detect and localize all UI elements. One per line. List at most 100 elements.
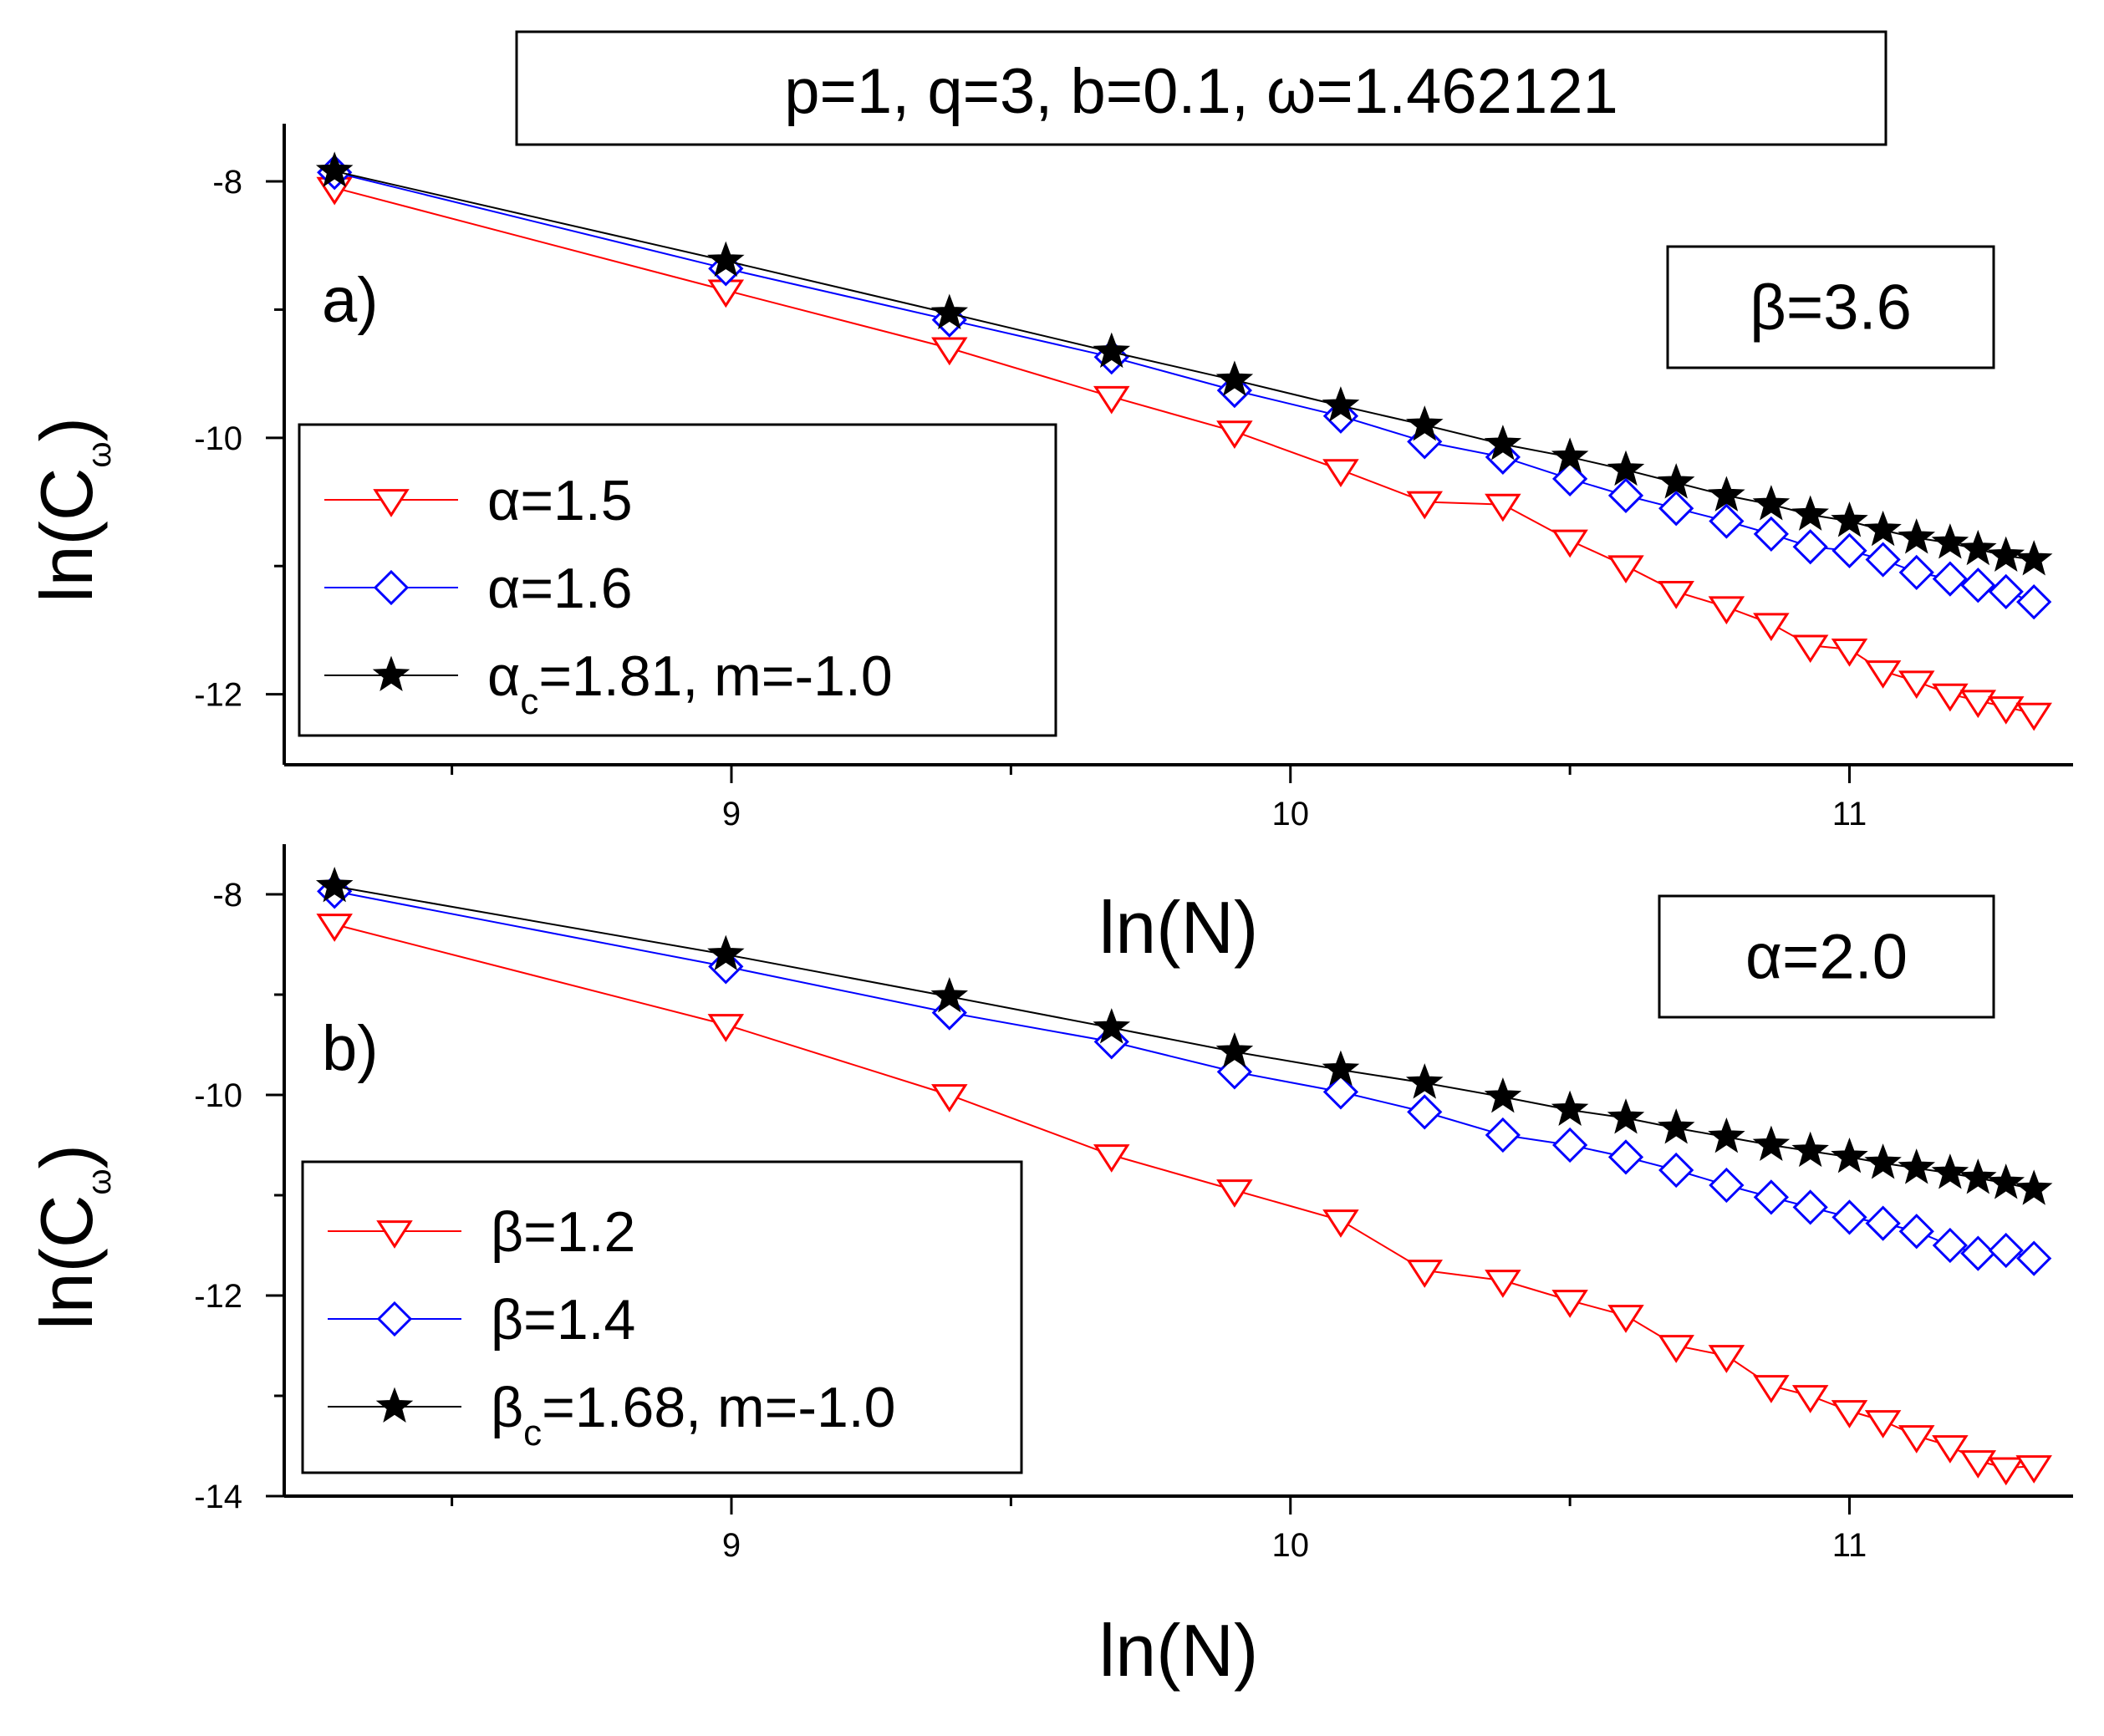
data-point <box>1898 518 1936 554</box>
data-point <box>1791 1131 1829 1168</box>
figure-title: p=1, q=3, b=0.1, ω=1.462121 <box>784 56 1618 127</box>
x-tick-label: 10 <box>1272 1527 1310 1564</box>
data-point <box>1864 1410 1902 1438</box>
parameter-box <box>1658 894 1995 1019</box>
data-point <box>707 934 745 970</box>
y-tick-label: -8 <box>212 877 242 914</box>
data-point <box>1960 568 1996 603</box>
data-point <box>1657 1108 1695 1144</box>
panel-label: a) <box>322 265 379 336</box>
legend-label-main: β=1.4 <box>491 1288 635 1352</box>
data-point <box>1753 613 1790 642</box>
legend-label: αc=1.81, m=-1.0 <box>487 644 893 722</box>
data-point <box>1864 510 1902 547</box>
data-point <box>1607 477 1644 513</box>
data-point <box>1792 529 1828 565</box>
data-point <box>1709 503 1745 539</box>
data-point <box>315 151 354 187</box>
data-point <box>2015 1455 2052 1484</box>
y-axis-title: ln(Cω) <box>25 417 118 603</box>
panel-b: 9 10 11 -8 -10 -12 -14 ln(N) ln(Cω) b) α=2.0 β=1.2 β… <box>25 844 2073 1692</box>
data-point <box>1792 1189 1828 1225</box>
data-point <box>1485 1117 1521 1153</box>
data-point <box>1709 1167 1745 1204</box>
x-axis-title: ln(N) <box>1099 886 1259 969</box>
data-point <box>1708 1117 1745 1153</box>
data-point <box>1405 1063 1444 1099</box>
legend-label: βc=1.68, m=-1.0 <box>491 1376 896 1453</box>
data-point <box>1864 660 1902 689</box>
data-point <box>1607 555 1644 584</box>
y-axis-title-subscript: ω <box>81 441 118 467</box>
y-axis-title-close: ) <box>25 1144 108 1168</box>
data-point <box>1322 459 1359 487</box>
data-point <box>1607 1139 1644 1175</box>
legend-label-main: α=1.6 <box>487 557 633 620</box>
legend-box <box>298 423 1057 737</box>
y-tick-label: -12 <box>194 677 242 714</box>
panel-label: b) <box>322 1013 379 1084</box>
x-axis-title: ln(N) <box>1099 1609 1259 1692</box>
data-point <box>1932 683 1969 712</box>
x-tick-label: 9 <box>722 1527 741 1564</box>
data-point <box>1485 1270 1521 1298</box>
data-point <box>1865 1205 1901 1241</box>
data-point <box>1753 1375 1790 1403</box>
data-point <box>1752 1125 1791 1161</box>
data-point <box>1753 516 1790 552</box>
data-point <box>1898 1425 1935 1453</box>
legend-swatch-marker <box>376 1301 413 1337</box>
data-point <box>2015 702 2052 731</box>
data-point <box>1831 532 1867 568</box>
data-point <box>1959 529 1997 566</box>
data-point <box>1987 1163 2025 1199</box>
data-point <box>2016 584 2052 620</box>
x-tick-label: 11 <box>1832 796 1867 832</box>
data-point <box>1658 1152 1694 1189</box>
data-point <box>1405 405 1444 441</box>
data-point <box>1898 1214 1934 1250</box>
data-point <box>1791 495 1829 531</box>
data-point <box>1898 554 1934 591</box>
data-point <box>1216 1179 1253 1208</box>
data-point <box>1607 1098 1645 1134</box>
data-point <box>1831 639 1868 667</box>
legend-label-main: β <box>491 1376 523 1439</box>
data-point <box>930 976 969 1013</box>
data-point <box>1791 1385 1829 1413</box>
x-tick-label: 9 <box>722 796 741 832</box>
parameter-box-label: β=3.6 <box>1750 272 1912 344</box>
figure-title-frame <box>515 30 1887 146</box>
legend-label-main: α <box>487 644 520 708</box>
y-axis-title-main: ln(C <box>25 468 108 603</box>
data-point <box>1988 1232 2024 1269</box>
data-point <box>1406 491 1444 520</box>
data-point <box>1215 360 1254 396</box>
data-point <box>1093 1144 1130 1173</box>
data-point <box>1322 1050 1360 1086</box>
data-point <box>1987 1457 2025 1486</box>
y-axis-title-close: ) <box>25 417 108 441</box>
data-point <box>1406 1260 1444 1288</box>
x-tick-label: 10 <box>1272 796 1310 832</box>
y-tick-label: -14 <box>194 1479 242 1515</box>
legend-label-rest: =1.81, m=-1.0 <box>538 644 892 708</box>
data-point <box>2015 1169 2053 1205</box>
y-tick-label: -12 <box>194 1278 242 1315</box>
data-point <box>1752 485 1791 521</box>
figure-title-box: p=1, q=3, b=0.1, ω=1.462121 <box>515 30 1887 146</box>
data-point <box>1708 1345 1745 1373</box>
data-point <box>1987 696 2025 725</box>
data-point <box>1658 491 1694 527</box>
legend-box <box>301 1160 1023 1474</box>
data-point <box>1865 542 1901 578</box>
data-point <box>931 1084 968 1112</box>
data-point <box>2016 1240 2052 1276</box>
data-point <box>1959 690 1997 719</box>
legend-label-subscript: c <box>523 1413 542 1453</box>
y-tick-label: -10 <box>194 420 242 457</box>
data-point <box>1485 493 1521 522</box>
data-point <box>1753 1179 1790 1215</box>
legend-swatch-marker <box>373 489 410 517</box>
